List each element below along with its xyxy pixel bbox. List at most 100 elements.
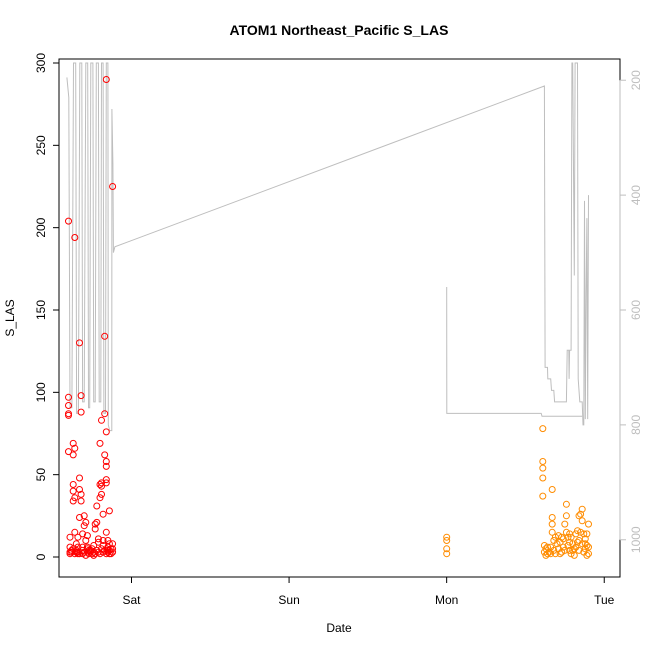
x-tick-label: Tue [594,593,615,607]
series-2-point [583,530,591,538]
y-tick-label: 200 [34,217,48,237]
series-2-point [443,533,451,541]
series-1-point [82,551,90,559]
series-1-point [74,533,82,541]
series-2-point [556,550,564,558]
series-1-point [102,479,110,487]
series-2-point [583,542,591,549]
series-2-point [559,543,567,551]
series-1-point [76,486,83,493]
right-axis: 200 400 600 800 1000 [619,70,643,553]
series-1-point [99,542,107,549]
series-1-point [96,494,104,502]
series-2-point [577,510,585,518]
series-2-point [443,550,451,558]
y-tick-label: 0 [34,553,48,560]
x-axis: Sat Sun Mon Tue [122,576,615,607]
series-1-point [76,514,83,521]
series-2-point [574,538,581,546]
right-tick-label: 1000 [629,526,643,553]
series-2-point [548,520,556,528]
series-1-point [71,550,79,558]
x-tick-label: Mon [435,593,458,607]
series-1-point [98,479,105,487]
series-1-point [71,494,79,502]
series-2-point [575,512,583,520]
series-1-point [79,543,87,551]
series-2-point [578,517,586,525]
series-1-point [101,451,109,459]
series-2-point [585,520,592,528]
series-1-point [96,481,104,488]
series-2-point [539,425,547,433]
series-2-point [562,500,570,508]
profile-line-2 [446,286,583,417]
series-2-point [581,535,589,543]
y-tick-label: 150 [34,300,48,320]
series-1-point [91,520,99,528]
series-1-point [99,537,107,544]
series-1-point [69,451,77,459]
series-2-point [539,474,547,482]
y-axis-label: S_LAS [3,299,17,336]
series-1-point [65,217,72,225]
series-2-point [567,533,575,541]
series-1-point [88,545,96,553]
y-tick-label: 100 [34,382,48,402]
plot-box [58,58,621,578]
right-tick-label: 600 [629,300,643,320]
series-1-point [109,183,117,190]
series-2-point [548,514,556,521]
series-1-point [93,502,101,510]
series-1-point [101,332,109,340]
series-2-point [558,533,566,541]
series-1-point [109,545,117,553]
series-1-point [69,497,77,505]
series-1-point [71,528,79,536]
series-1-point [94,535,102,543]
series-2-point [580,530,588,538]
series-1-point [77,490,85,498]
profile-line-1 [66,62,589,432]
series-2-point [545,548,553,556]
series-1-point [102,476,110,484]
chart-title: ATOM1 Northeast_Pacific S_LAS [230,22,449,38]
series-2-point [539,492,547,500]
series-1-point [83,532,91,540]
series-1-point [109,540,117,548]
right-tick-label: 200 [629,70,643,90]
series-1-point [101,546,109,554]
series-2-point [581,540,589,548]
y-tick-label: 50 [34,468,48,482]
series-1-point [79,530,87,538]
series-2-point [572,543,580,551]
series-2-point [562,512,570,520]
series-2-point [443,545,451,553]
series-2-point [570,545,578,553]
series-1-point [104,537,112,544]
series-1-point [105,540,113,548]
series-1-point [102,550,110,558]
series-1-point [80,522,88,530]
series-1-point [90,542,98,549]
series-1-point [71,444,79,452]
series-1-point [102,528,110,536]
series-1-point [69,487,77,495]
series-2-point [575,537,583,544]
series-2-point [583,551,591,559]
series-1-point [76,339,83,347]
series-1-point [94,538,102,546]
series-1-point [99,510,107,518]
series-2-point [547,550,555,558]
series-1-point [77,392,85,400]
series-1-point [69,439,77,447]
series-1-point [66,533,74,541]
series-1-point [96,439,104,447]
series-1-point [76,474,83,482]
series-2-point [539,464,547,472]
y-tick-label: 250 [34,135,48,155]
series-2-point [544,550,551,558]
series-1-point [102,76,110,83]
right-tick-label: 800 [629,415,643,435]
